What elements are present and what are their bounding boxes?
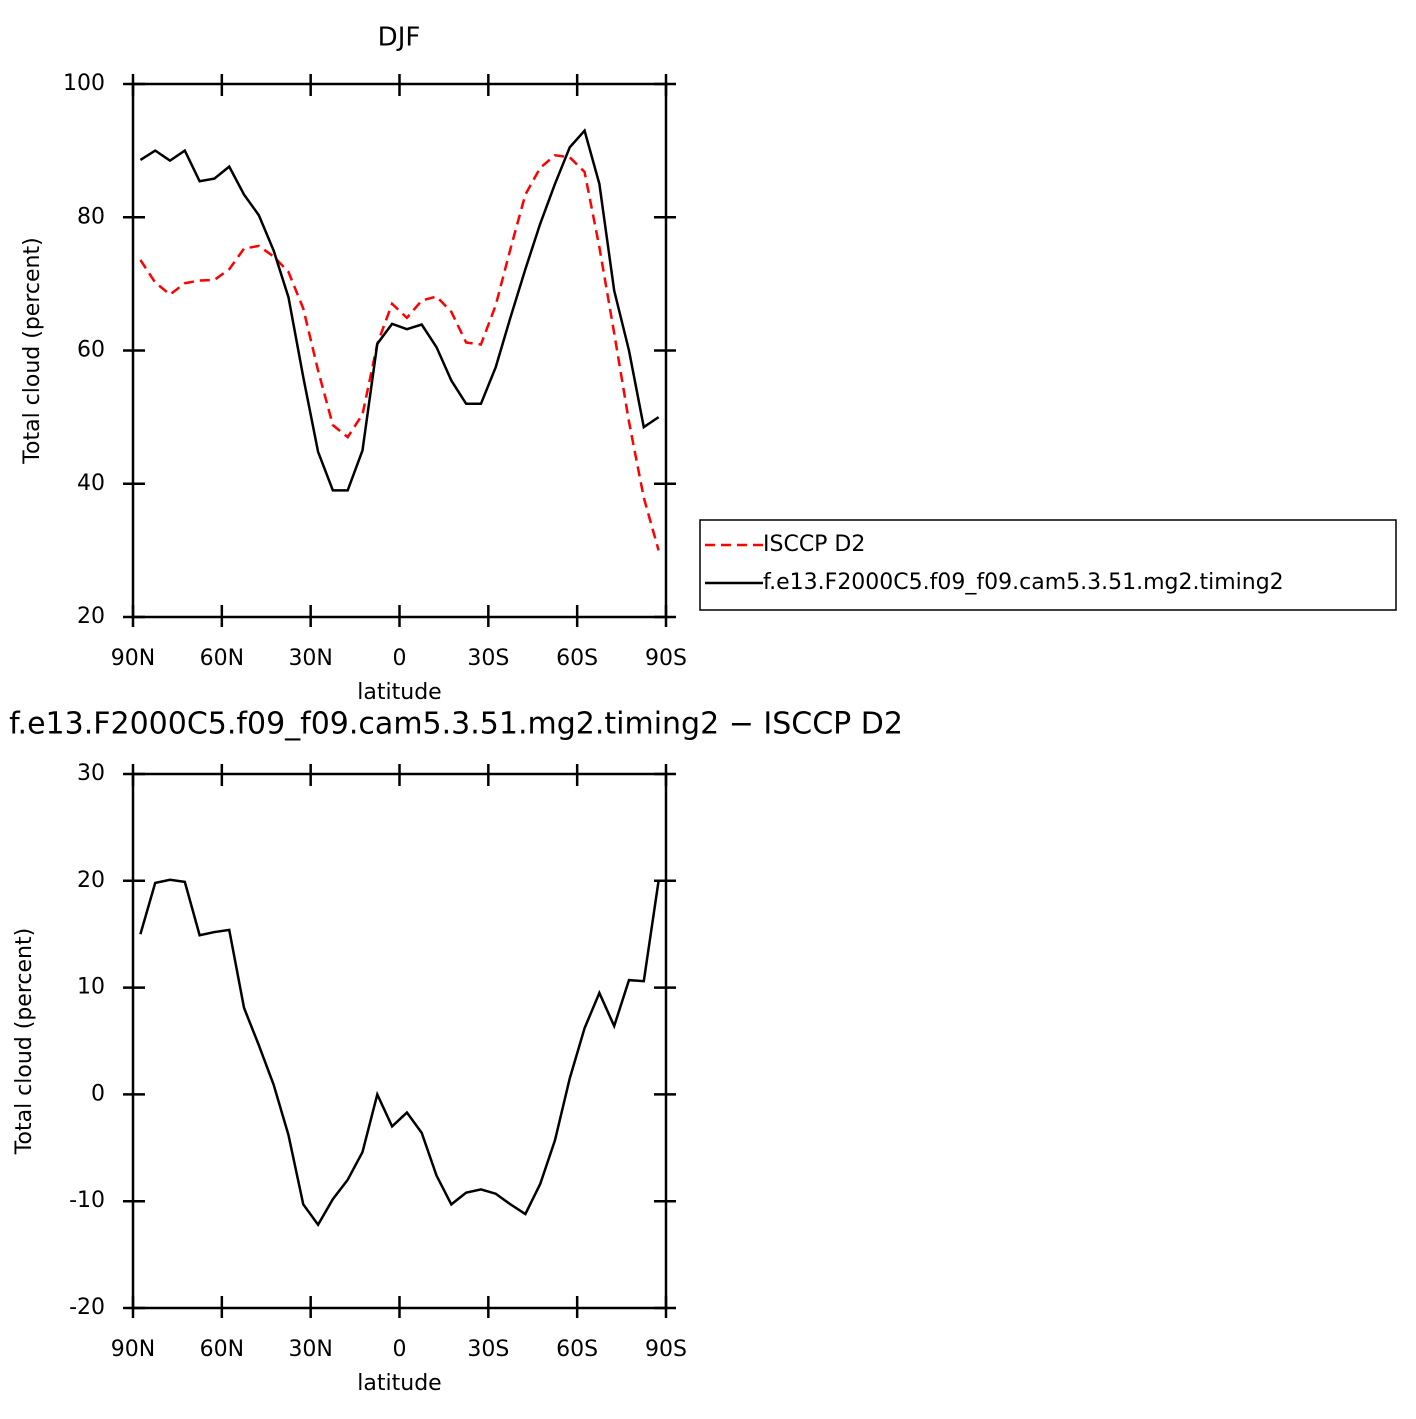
y-tick-label: 30 xyxy=(77,761,105,786)
x-tick-label: 90N xyxy=(111,1337,155,1362)
y-tick-label: 80 xyxy=(77,204,105,229)
y-axis-label: Total cloud (percent) xyxy=(20,237,45,464)
y-tick-label: 20 xyxy=(77,868,105,893)
data-line xyxy=(139,128,660,492)
y-tick-label: 40 xyxy=(77,471,105,496)
x-tick-label: 60S xyxy=(556,1337,598,1362)
x-tick-label: 30N xyxy=(288,1337,332,1362)
y-tick-label: 20 xyxy=(77,604,105,629)
x-tick-label: 0 xyxy=(393,1337,407,1362)
y-tick-label: -20 xyxy=(69,1295,105,1320)
y-tick-label: -10 xyxy=(69,1188,105,1213)
chart-title: DJF xyxy=(378,23,421,53)
x-axis-label: latitude xyxy=(357,680,441,705)
x-tick-label: 60S xyxy=(556,646,598,671)
y-axis-label: Total cloud (percent) xyxy=(12,928,37,1155)
x-tick-label: 30N xyxy=(288,646,332,671)
x-tick-label: 30S xyxy=(467,646,509,671)
legend-box xyxy=(699,519,1397,611)
x-tick-label: 90N xyxy=(111,646,155,671)
x-tick-label: 60N xyxy=(200,646,244,671)
y-tick-label: 10 xyxy=(77,975,105,1000)
legend-label: f.e13.F2000C5.f09_f09.cam5.3.51.mg2.timi… xyxy=(763,570,1284,595)
plot-frame xyxy=(131,82,668,619)
x-tick-label: 90S xyxy=(645,646,687,671)
data-line xyxy=(139,153,660,551)
y-tick-label: 100 xyxy=(63,71,105,96)
chart-title: f.e13.F2000C5.f09_f09.cam5.3.51.mg2.timi… xyxy=(9,707,903,742)
y-tick-label: 0 xyxy=(91,1081,105,1106)
x-tick-label: 90S xyxy=(645,1337,687,1362)
plot-frame xyxy=(131,772,668,1310)
y-tick-label: 60 xyxy=(77,338,105,363)
legend-label: ISCCP D2 xyxy=(763,532,865,557)
x-tick-label: 60N xyxy=(200,1337,244,1362)
x-axis-label: latitude xyxy=(357,1371,441,1396)
x-tick-label: 0 xyxy=(393,646,407,671)
x-tick-label: 30S xyxy=(467,1337,509,1362)
data-line xyxy=(139,878,660,1227)
